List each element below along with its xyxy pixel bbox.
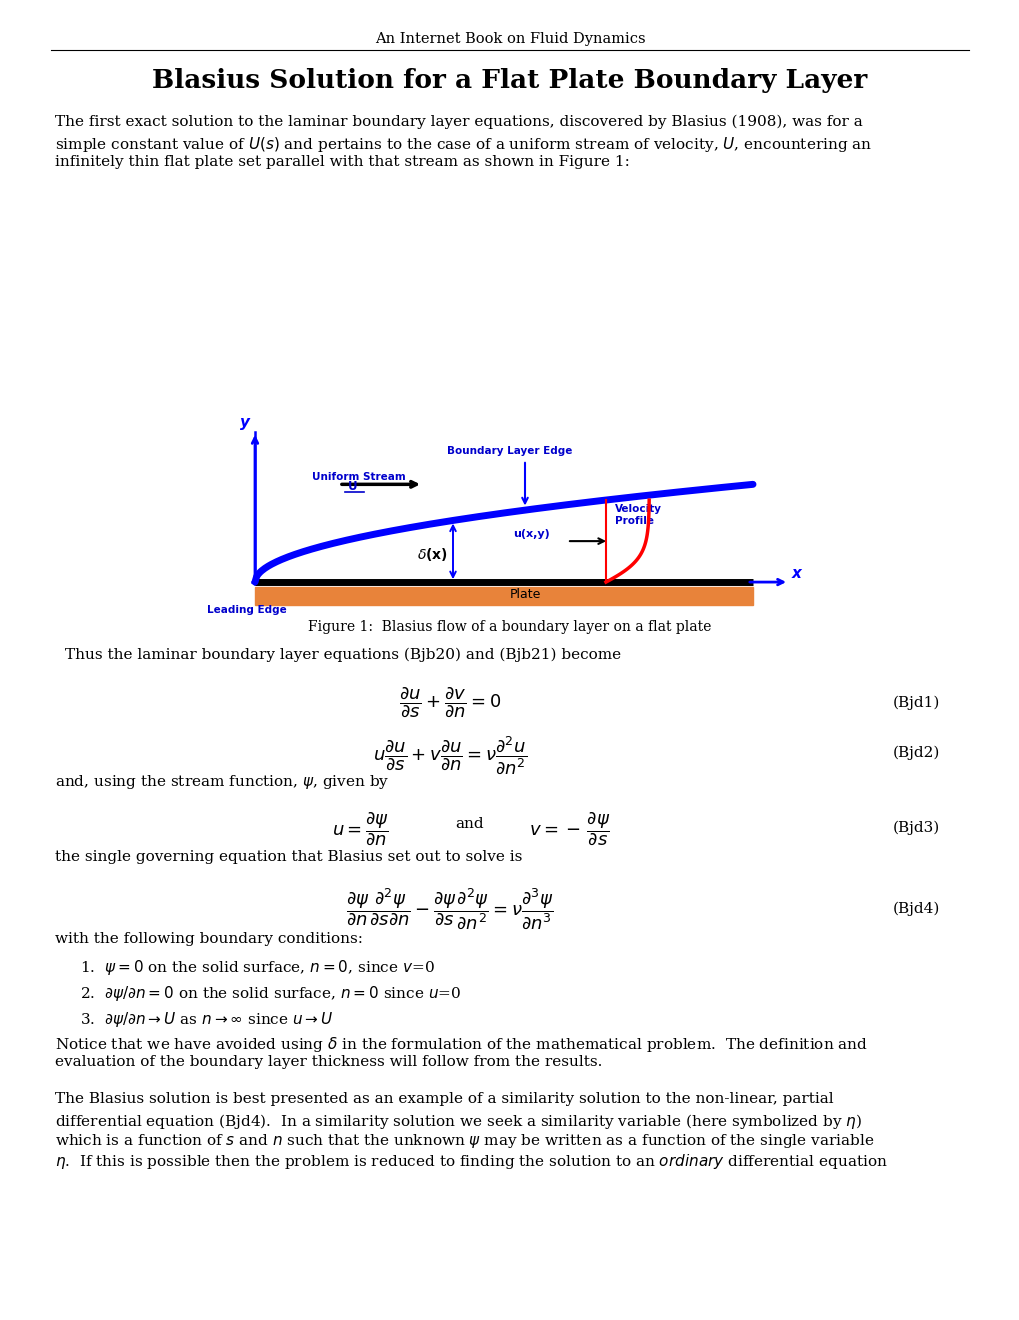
Text: Uniform Stream: Uniform Stream [312, 473, 406, 482]
Text: The first exact solution to the laminar boundary layer equations, discovered by : The first exact solution to the laminar … [55, 115, 862, 129]
Text: (Bjd1): (Bjd1) [892, 696, 940, 710]
Text: Leading Edge: Leading Edge [207, 606, 286, 615]
Text: $\delta$(x): $\delta$(x) [417, 546, 447, 562]
Text: (Bjd2): (Bjd2) [892, 746, 940, 760]
Text: $\eta$.  If this is possible then the problem is reduced to finding the solution: $\eta$. If this is possible then the pro… [55, 1152, 887, 1171]
Text: 2.  $\partial\psi/\partial n = 0$ on the solid surface, $n = 0$ since $u$=0: 2. $\partial\psi/\partial n = 0$ on the … [79, 983, 461, 1003]
Text: the single governing equation that Blasius set out to solve is: the single governing equation that Blasi… [55, 850, 522, 865]
Text: $v = -\,\dfrac{\partial \psi}{\partial s}$: $v = -\,\dfrac{\partial \psi}{\partial s… [529, 810, 610, 847]
Text: infinitely thin flat plate set parallel with that stream as shown in Figure 1:: infinitely thin flat plate set parallel … [55, 154, 630, 169]
Text: Profile: Profile [614, 516, 653, 525]
Text: Plate: Plate [508, 587, 540, 601]
Text: and, using the stream function, $\psi$, given by: and, using the stream function, $\psi$, … [55, 774, 389, 791]
Text: evaluation of the boundary layer thickness will follow from the results.: evaluation of the boundary layer thickne… [55, 1055, 602, 1069]
Text: Blasius Solution for a Flat Plate Boundary Layer: Blasius Solution for a Flat Plate Bounda… [152, 69, 867, 92]
Text: Thus the laminar boundary layer equations (Bjb20) and (Bjb21) become: Thus the laminar boundary layer equation… [65, 648, 621, 663]
Text: An Internet Book on Fluid Dynamics: An Internet Book on Fluid Dynamics [374, 32, 645, 46]
Text: Notice that we have avoided using $\delta$ in the formulation of the mathematica: Notice that we have avoided using $\delt… [55, 1035, 867, 1053]
Text: The Blasius solution is best presented as an example of a similarity solution to: The Blasius solution is best presented a… [55, 1092, 833, 1106]
Text: and: and [455, 817, 484, 832]
Text: u(x,y): u(x,y) [513, 529, 549, 539]
Text: $u = \dfrac{\partial \psi}{\partial n}$: $u = \dfrac{\partial \psi}{\partial n}$ [331, 810, 388, 847]
Text: simple constant value of $U(s)$ and pertains to the case of a uniform stream of : simple constant value of $U(s)$ and pert… [55, 135, 871, 154]
Text: x: x [791, 566, 801, 581]
Text: y: y [239, 416, 250, 430]
Text: 1.  $\psi = 0$ on the solid surface, $n = 0$, since $v$=0: 1. $\psi = 0$ on the solid surface, $n =… [79, 958, 434, 977]
Text: 3.  $\partial\psi/\partial n \rightarrow U$ as $n \rightarrow \infty$ since $u \: 3. $\partial\psi/\partial n \rightarrow … [79, 1010, 333, 1030]
Text: Velocity: Velocity [614, 504, 661, 515]
Text: differential equation (Bjd4).  In a similarity solution we seek a similarity var: differential equation (Bjd4). In a simil… [55, 1111, 861, 1131]
Text: which is a function of $s$ and $n$ such that the unknown $\psi$ may be written a: which is a function of $s$ and $n$ such … [55, 1133, 873, 1150]
Text: (Bjd4): (Bjd4) [892, 902, 940, 916]
Text: $\dfrac{\partial u}{\partial s} + \dfrac{\partial v}{\partial n} = 0$: $\dfrac{\partial u}{\partial s} + \dfrac… [398, 685, 500, 719]
Text: U: U [347, 479, 358, 492]
Bar [255, 586, 752, 605]
Text: Boundary Layer Edge: Boundary Layer Edge [446, 446, 572, 457]
Text: Figure 1:  Blasius flow of a boundary layer on a flat plate: Figure 1: Blasius flow of a boundary lay… [308, 620, 711, 634]
Text: (Bjd3): (Bjd3) [892, 821, 940, 836]
Text: $\dfrac{\partial \psi}{\partial n}\dfrac{\partial^2 \psi}{\partial s\partial n} : $\dfrac{\partial \psi}{\partial n}\dfrac… [346, 887, 553, 932]
Text: with the following boundary conditions:: with the following boundary conditions: [55, 932, 363, 946]
Text: $u\dfrac{\partial u}{\partial s} + v\dfrac{\partial u}{\partial n} = \nu\dfrac{\: $u\dfrac{\partial u}{\partial s} + v\dfr… [373, 735, 527, 777]
